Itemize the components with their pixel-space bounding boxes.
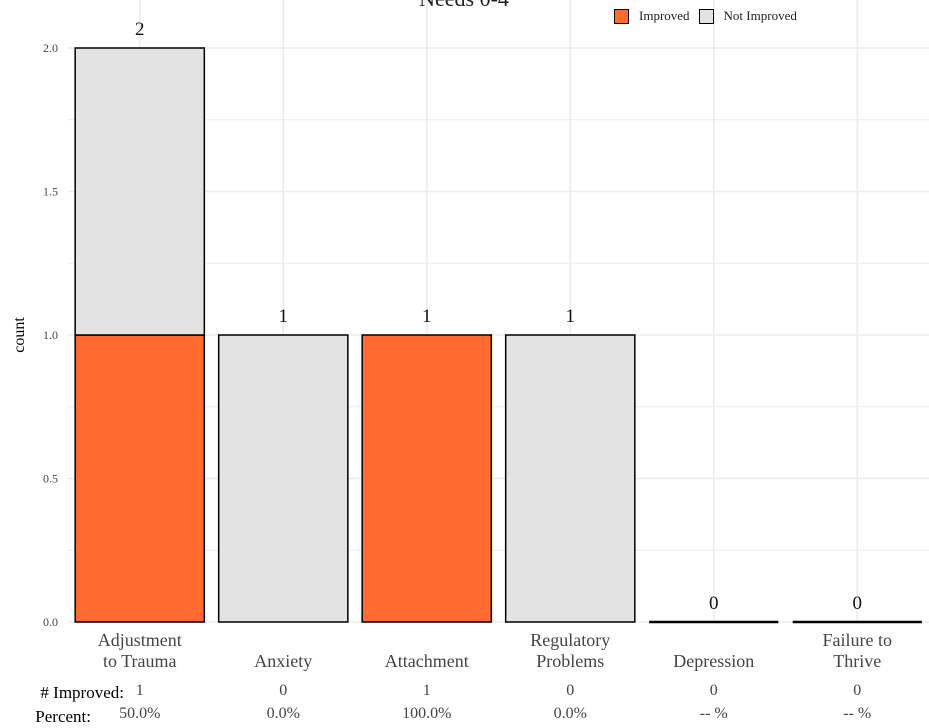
x-tick-label: Failure to (823, 630, 893, 650)
bar-total-label: 2 (135, 19, 145, 40)
y-tick-label: 0.5 (43, 472, 58, 486)
bar-not-improved (504, 334, 636, 623)
y-axis-label: count (11, 317, 28, 353)
y-tick-label: 1.5 (43, 185, 58, 199)
improved-count-label: 1 (136, 682, 144, 699)
x-tick-label: Anxiety (254, 651, 312, 671)
bar-not-improved (74, 47, 206, 336)
improved-count-label: 0 (279, 682, 287, 699)
improved-count-label: 0 (710, 682, 718, 699)
improved-count-label: 0 (853, 682, 861, 699)
legend-label-improved: Improved (639, 8, 690, 23)
percent-label: 100.0% (402, 705, 451, 722)
bar-total-label: 1 (566, 306, 576, 327)
x-tick-label: Problems (536, 651, 604, 671)
x-tick-label: Adjustment (98, 630, 182, 650)
y-tick-label: 1.0 (43, 328, 58, 342)
legend-item-improved: Improved (614, 8, 690, 24)
improved-row-label: # Improved: (40, 683, 124, 702)
chart-title: Needs 0-4 (419, 0, 509, 11)
percent-label: 50.0% (119, 705, 160, 722)
bar-total-label: 1 (422, 306, 432, 327)
improved-count-label: 0 (566, 682, 574, 699)
bar-total-label: 0 (709, 593, 719, 614)
percent-label: -- % (843, 705, 871, 722)
legend-label-not-improved: Not Improved (723, 8, 797, 23)
legend-swatch-improved (614, 8, 629, 24)
x-tick-label: Regulatory (530, 630, 610, 650)
y-tick-label: 0.0 (43, 615, 58, 629)
x-tick-label: Depression (673, 651, 754, 671)
x-tick-label: Attachment (385, 651, 469, 671)
percent-label: -- % (700, 705, 728, 722)
percent-row-label: Percent: (35, 707, 91, 726)
legend-swatch-not-improved (698, 8, 714, 24)
legend-item-not-improved: Not Improved (698, 8, 797, 24)
x-tick-label: to Trauma (103, 651, 177, 671)
y-tick-label: 2.0 (43, 41, 58, 55)
bar-improved (361, 334, 493, 623)
improved-count-label: 1 (423, 682, 431, 699)
bar-not-improved (217, 334, 349, 623)
bar-total-label: 0 (853, 593, 863, 614)
percent-label: 0.0% (554, 705, 587, 722)
bar-improved (74, 334, 206, 623)
legend: Improved Not Improved (614, 8, 806, 24)
percent-label: 0.0% (267, 705, 300, 722)
x-tick-label: Thrive (833, 651, 881, 671)
bar-total-label: 1 (279, 306, 289, 327)
